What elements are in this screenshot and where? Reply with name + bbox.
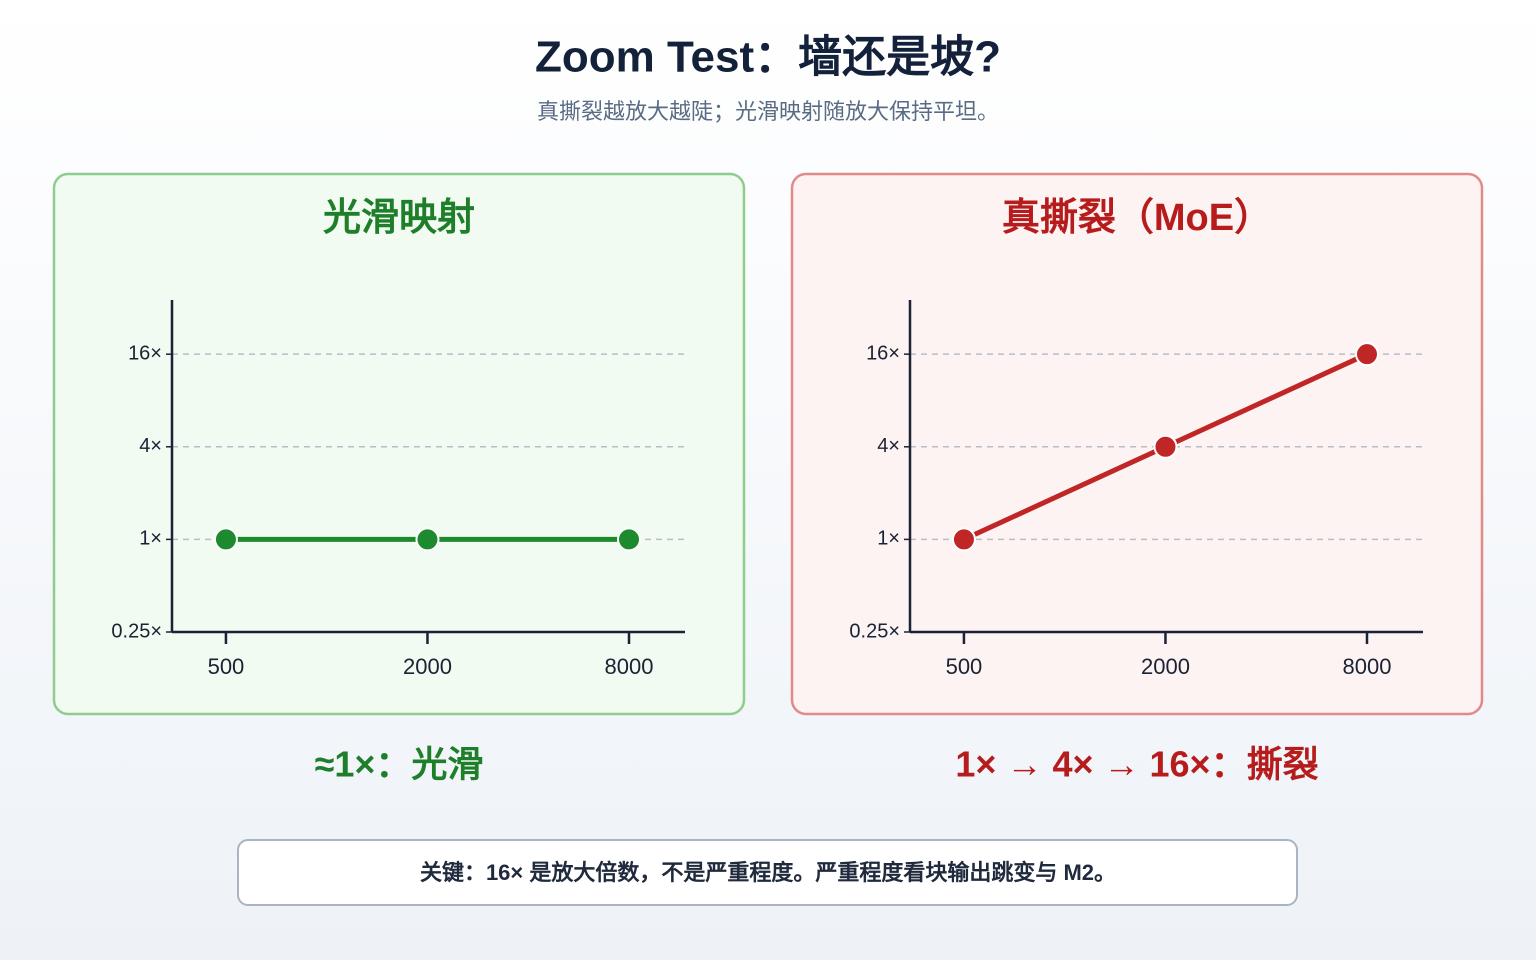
x-tick-label: 2000 <box>1141 654 1190 679</box>
data-point <box>951 527 976 552</box>
x-tick-label: 2000 <box>403 654 452 679</box>
y-tick-label: 1× <box>139 528 162 550</box>
chart-caption: 1× → 4× → 16×：撕裂 <box>955 744 1318 785</box>
y-tick-label: 4× <box>877 435 900 457</box>
x-tick-label: 500 <box>208 654 245 679</box>
data-point <box>616 527 641 552</box>
chart-caption: ≈1×：光滑 <box>315 744 484 785</box>
data-point <box>1153 434 1178 459</box>
y-tick-label: 16× <box>866 342 900 364</box>
page-title: Zoom Test：墙还是坡? <box>535 33 1001 82</box>
panel <box>790 172 1484 716</box>
y-tick-label: 0.25× <box>111 620 162 642</box>
panel <box>52 172 746 716</box>
page-subtitle: 真撕裂越放大越陡；光滑映射随放大保持平坦。 <box>537 99 999 124</box>
note-box <box>237 839 1298 906</box>
chart-title: 光滑映射 <box>323 197 475 239</box>
x-tick-label: 8000 <box>1343 654 1392 679</box>
data-point <box>415 527 440 552</box>
chart-title: 真撕裂（MoE） <box>1002 197 1272 239</box>
y-tick-label: 4× <box>139 435 162 457</box>
y-tick-label: 0.25× <box>849 620 900 642</box>
data-point <box>1354 342 1379 367</box>
data-point <box>213 527 238 552</box>
y-tick-label: 16× <box>128 342 162 364</box>
note: 关键：16× 是放大倍数，不是严重程度。严重程度看块输出跳变与 M2。 <box>420 860 1116 885</box>
x-tick-label: 8000 <box>605 654 654 679</box>
x-tick-label: 500 <box>946 654 983 679</box>
y-tick-label: 1× <box>877 528 900 550</box>
